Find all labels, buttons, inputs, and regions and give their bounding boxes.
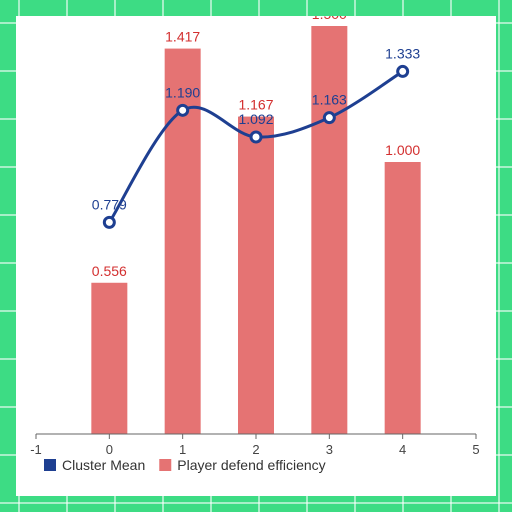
legend-swatch <box>159 459 172 471</box>
x-tick-label: -1 <box>30 442 42 457</box>
line-point-3 <box>322 111 336 125</box>
bar-3 <box>311 26 348 434</box>
bar-value-label: 1.167 <box>238 97 273 113</box>
legend-swatch <box>44 459 56 471</box>
x-tick-label: 3 <box>326 442 333 457</box>
bar-value-label: 1.417 <box>165 29 200 45</box>
bar-value-label: 0.556 <box>92 263 127 279</box>
x-tick-label: 5 <box>472 442 479 457</box>
x-axis-ticks: -1 0 1 2 3 4 5 <box>30 434 480 457</box>
x-tick-label: 1 <box>179 442 186 457</box>
line-value-label: 0.779 <box>92 196 127 212</box>
combo-chart: 0.556 1.417 1.167 1.500 1.000 -1 0 1 2 3 4 5 0.779… <box>30 16 480 473</box>
line-point-1 <box>176 103 190 117</box>
line-point-0 <box>102 215 116 229</box>
chart-panel: 0.556 1.417 1.167 1.500 1.000 -1 0 1 2 3 4 5 0.779… <box>16 16 496 496</box>
legend-label: Player defend efficiency <box>177 457 325 473</box>
legend-label: Cluster Mean <box>62 457 145 473</box>
bar-series <box>91 26 421 435</box>
x-tick-label: 2 <box>252 442 259 457</box>
line-value-label: 1.333 <box>385 45 420 61</box>
line-value-labels: 0.779 1.190 1.092 1.163 1.333 <box>92 45 421 212</box>
bar-4 <box>384 162 421 434</box>
legend: Cluster Mean Player defend efficiency <box>44 457 326 473</box>
line-value-label: 1.163 <box>312 92 347 108</box>
line-series <box>102 64 410 229</box>
x-tick-label: 0 <box>106 442 113 457</box>
line-value-label: 1.190 <box>165 84 200 100</box>
bar-value-label: 1.000 <box>385 142 420 158</box>
line-value-label: 1.092 <box>238 111 273 127</box>
line-point-4 <box>396 64 410 78</box>
x-tick-label: 4 <box>399 442 406 457</box>
bar-value-labels: 0.556 1.417 1.167 1.500 1.000 <box>92 16 421 279</box>
line-point-2 <box>249 130 263 144</box>
bar-2 <box>238 116 274 435</box>
bar-value-label: 1.500 <box>312 16 347 22</box>
bar-0 <box>91 282 128 434</box>
